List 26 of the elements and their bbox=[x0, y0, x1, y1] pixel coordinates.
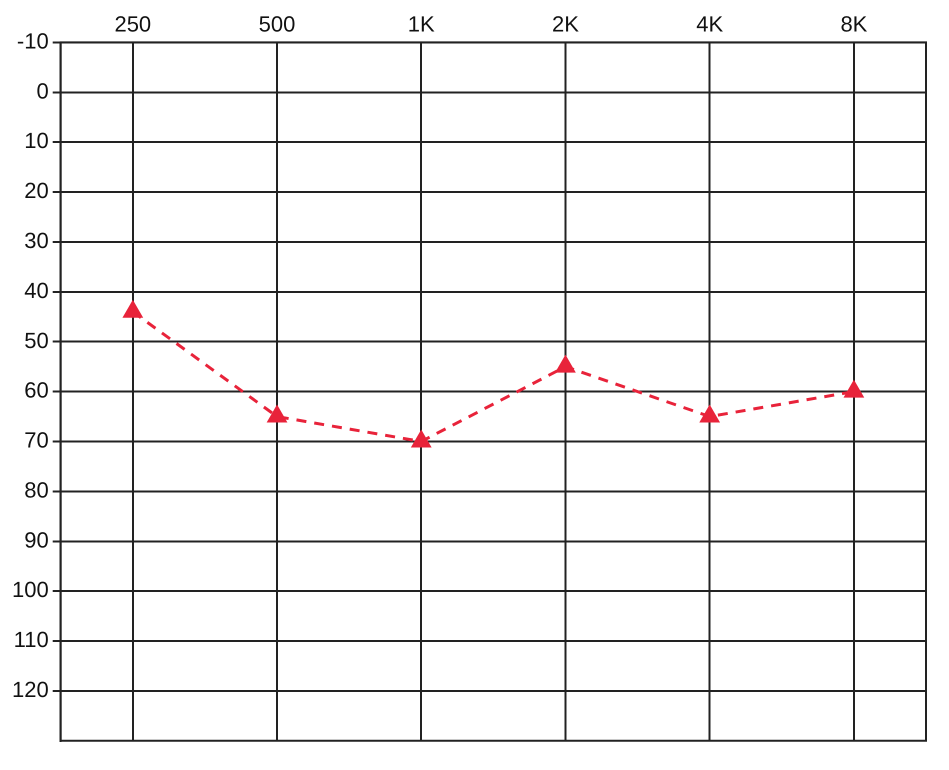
y-tick-label: 120 bbox=[12, 676, 49, 702]
x-tick-label: 500 bbox=[258, 11, 296, 36]
y-tick-label: -10 bbox=[16, 28, 49, 54]
x-tick-label: 8K bbox=[840, 11, 868, 36]
y-tick-label: 10 bbox=[24, 128, 49, 154]
point bbox=[556, 356, 575, 373]
point bbox=[268, 406, 286, 423]
y-tick-label: 70 bbox=[24, 428, 49, 453]
x-tick-label: 250 bbox=[114, 11, 152, 36]
y-tick-label: 30 bbox=[24, 228, 49, 254]
point bbox=[844, 381, 864, 398]
y-tick-label: 50 bbox=[24, 328, 49, 353]
y-tick-label: 40 bbox=[24, 278, 49, 303]
y-tick-label: 80 bbox=[24, 477, 49, 502]
point bbox=[412, 430, 431, 448]
x-tick-label: 4K bbox=[696, 11, 724, 36]
x-tick-label: 1K bbox=[408, 11, 436, 36]
y-tick-label: 110 bbox=[14, 627, 49, 652]
y-tick-label: 60 bbox=[24, 378, 49, 403]
point bbox=[124, 301, 142, 318]
x-tick-label: 2K bbox=[552, 11, 580, 36]
y-tick-label: 90 bbox=[24, 527, 49, 552]
y-tick-label: 100 bbox=[12, 577, 49, 602]
point bbox=[700, 406, 719, 423]
y-tick-label: 20 bbox=[24, 178, 49, 204]
y-tick-label: 0 bbox=[36, 78, 49, 104]
